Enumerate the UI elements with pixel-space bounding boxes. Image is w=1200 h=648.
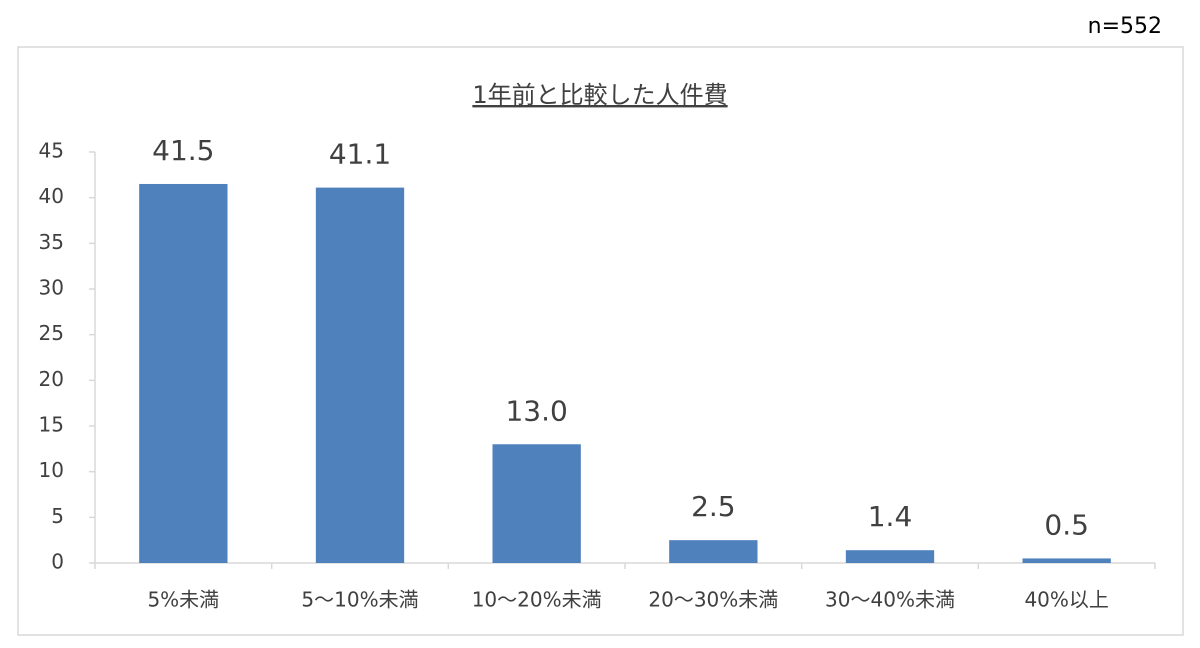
bar [315, 187, 405, 563]
y-tick-label: 20 [39, 367, 64, 391]
chart-title: 1年前と比較した人件費 [472, 81, 727, 109]
y-tick-label: 35 [39, 230, 64, 254]
x-tick-label: 5〜10%未満 [301, 588, 418, 612]
y-tick-label: 5 [51, 504, 64, 528]
y-tick-label: 0 [51, 550, 64, 574]
x-tick-label: 30〜40%未満 [825, 588, 955, 612]
value-label: 0.5 [1044, 508, 1089, 541]
bar [139, 183, 228, 563]
x-tick-label: 20〜30%未満 [648, 588, 778, 612]
bar [1022, 558, 1111, 563]
y-tick-label: 25 [39, 321, 64, 345]
sample-size-note: n=552 [1088, 14, 1162, 39]
value-label: 2.5 [691, 490, 736, 523]
y-tick-label: 45 [39, 139, 64, 163]
y-tick-label: 30 [39, 276, 64, 300]
y-tick-label: 10 [39, 458, 64, 482]
x-tick-label: 5%未満 [147, 588, 219, 612]
value-label: 41.5 [152, 134, 214, 167]
x-tick-label: 40%以上 [1024, 588, 1108, 612]
value-label: 13.0 [505, 394, 567, 427]
x-tick-label: 10〜20%未満 [472, 588, 602, 612]
y-tick-label: 15 [39, 413, 64, 437]
bar [492, 444, 581, 563]
value-label: 1.4 [868, 500, 913, 533]
bar [845, 550, 935, 563]
value-label: 41.1 [329, 138, 391, 171]
bar [669, 540, 758, 563]
y-tick-label: 40 [39, 184, 64, 208]
